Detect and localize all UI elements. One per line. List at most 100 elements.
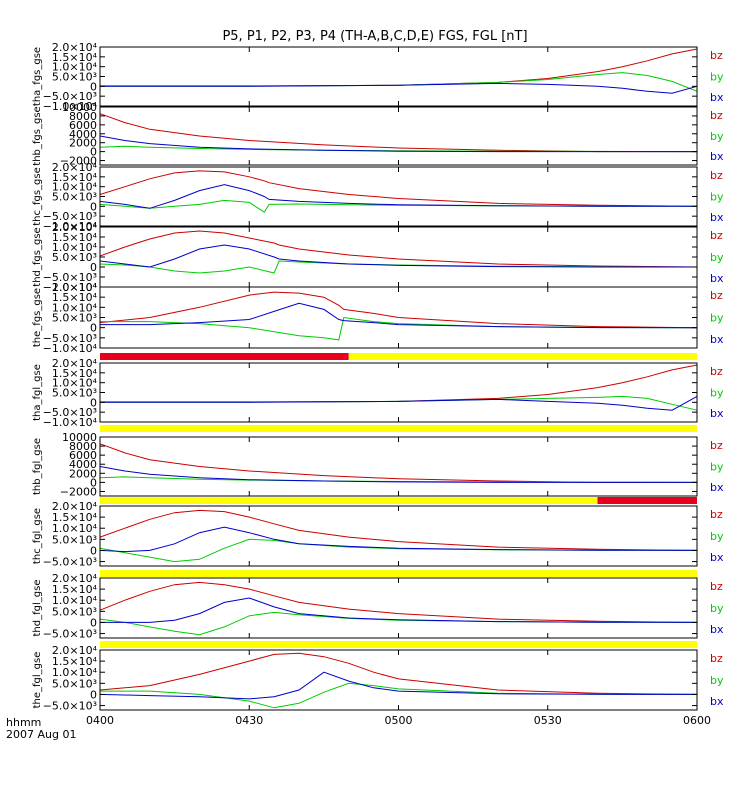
legend-label-by: by <box>710 674 724 687</box>
y-tick-label: 8000 <box>69 110 97 123</box>
series-line-bx <box>100 395 698 411</box>
legend-label-bz: bz <box>710 169 723 182</box>
series-line-bz <box>100 48 698 87</box>
series-line-bx <box>99 466 697 483</box>
legend-label-by: by <box>710 530 724 543</box>
y-tick-label: −1.0×10⁴ <box>43 220 98 233</box>
panel-1: 2.0×10⁴1.5×10⁴1.0×10⁴5.0×10³0−5.0×10³−1.… <box>32 41 724 113</box>
y-tick-label: 10000 <box>62 101 97 114</box>
y-tick-label: 4000 <box>69 458 97 471</box>
y-tick-label: 1.0×10⁴ <box>52 241 98 254</box>
legend-label-by: by <box>710 312 724 325</box>
y-tick-label: 5.0×10³ <box>52 605 97 618</box>
y-tick-label: 0 <box>90 146 97 159</box>
legend-label-bx: bx <box>710 91 724 104</box>
flag-segment <box>100 497 598 504</box>
y-tick-label: 2000 <box>69 137 97 150</box>
y-tick-label: 1.5×10⁴ <box>52 583 98 596</box>
y-tick-label: 1.5×10⁴ <box>52 231 98 244</box>
panel-frame <box>99 436 698 497</box>
x-tick-label: 0400 <box>86 714 114 727</box>
panel-frame <box>99 106 698 166</box>
legend-label-bx: bx <box>710 551 724 564</box>
series-line-bz <box>99 230 698 268</box>
y-tick-label: 1.5×10⁴ <box>52 291 98 304</box>
panel-ylabel: thc_fgl_gse <box>32 508 43 564</box>
y-tick-label: 0 <box>90 322 97 335</box>
panel-3: 2.0×10⁴1.5×10⁴1.0×10⁴5.0×10³0−5.0×10³−1.… <box>32 161 724 233</box>
y-tick-label: −2000 <box>60 155 97 168</box>
y-tick-label: 2.0×10⁴ <box>52 221 98 234</box>
x-tick-label: 0530 <box>534 714 562 727</box>
y-tick-label: 0 <box>90 200 97 213</box>
y-tick-label: 5.0×10³ <box>52 191 97 204</box>
panel-ylabel: thb_fgl_gse <box>32 438 43 495</box>
y-tick-label: 1.0×10⁴ <box>52 666 98 679</box>
y-tick-label: 1.0×10⁴ <box>52 522 98 535</box>
series-line-by <box>100 682 698 709</box>
x-tick-label: 0600 <box>683 714 711 727</box>
series-line-bz <box>100 364 698 403</box>
time-axis-label: hhmm 2007 Aug 01 <box>6 717 76 741</box>
panel-ylabel: thd_fgs_gse <box>32 227 43 286</box>
legend-label-by: by <box>710 130 724 143</box>
y-tick-label: −2000 <box>60 485 97 498</box>
panel-9: 2.0×10⁴1.5×10⁴1.0×10⁴5.0×10³0−5.0×10³thd… <box>32 572 724 641</box>
legend-label-bz: bz <box>710 229 723 242</box>
legend-label-bz: bz <box>710 289 723 302</box>
legend-label-bz: bz <box>710 439 723 452</box>
y-tick-label: 2.0×10⁴ <box>52 281 98 294</box>
panel-ylabel: thd_fgl_gse <box>32 580 43 637</box>
panel-ylabel: the_fgl_gse <box>32 652 43 709</box>
series-line-bz <box>99 581 698 623</box>
flag-bar-5 <box>100 641 697 648</box>
series-line-by <box>99 395 698 411</box>
series-line-bx <box>99 244 697 268</box>
panel-ylabel: thc_fgs_gse <box>32 167 43 226</box>
y-tick-label: 6000 <box>69 449 97 462</box>
y-tick-label: 1.5×10⁴ <box>52 51 98 64</box>
time-axis-label-date: 2007 Aug 01 <box>6 728 77 741</box>
y-tick-label: 5.0×10³ <box>52 387 97 400</box>
flag-segment <box>100 570 697 577</box>
panel-ylabel: the_fgs_gse <box>32 288 43 347</box>
series-line-bz <box>99 509 698 551</box>
legend-label-bz: bz <box>710 652 723 665</box>
legend-label-bx: bx <box>710 211 724 224</box>
y-tick-label: 5.0×10³ <box>52 71 97 84</box>
legend-label-bx: bx <box>710 623 724 636</box>
legend-label-bx: bx <box>710 407 724 420</box>
y-tick-label: −5.0×10³ <box>43 332 97 345</box>
x-tick-label: 0500 <box>385 714 413 727</box>
y-tick-label: 2.0×10⁴ <box>52 161 98 174</box>
y-tick-label: 6000 <box>69 119 97 132</box>
legend-label-by: by <box>710 387 724 400</box>
y-tick-label: −1.0×10⁴ <box>43 342 98 355</box>
flag-segment <box>100 641 697 648</box>
y-tick-label: 5.0×10³ <box>52 677 97 690</box>
series-line-bx <box>99 526 698 553</box>
series-line-bx <box>99 135 697 153</box>
series-line-bz <box>99 170 698 207</box>
y-tick-label: 1.5×10⁴ <box>52 655 98 668</box>
flag-segment <box>348 353 697 360</box>
panel-frame <box>99 226 698 288</box>
legend-label-bx: bx <box>710 333 724 346</box>
y-tick-label: 4000 <box>69 128 97 141</box>
legend-label-bx: bx <box>710 272 724 285</box>
y-tick-label: −5.0×10³ <box>43 628 97 641</box>
panel-frame <box>99 46 698 107</box>
y-tick-label: 1.5×10⁴ <box>52 171 98 184</box>
y-tick-label: −5.0×10³ <box>43 700 97 713</box>
y-tick-label: 0 <box>90 616 97 629</box>
panel-ylabel: tha_fgs_gse <box>32 47 43 106</box>
panel-4: 2.0×10⁴1.5×10⁴1.0×10⁴5.0×10³0−5.0×10³−1.… <box>32 221 724 294</box>
y-tick-label: 8000 <box>69 440 97 453</box>
y-tick-label: 5.0×10³ <box>52 533 97 546</box>
y-tick-label: −1.0×10⁴ <box>43 281 98 294</box>
panel-10: 2.0×10⁴1.5×10⁴1.0×10⁴5.0×10³0−5.0×10³the… <box>32 644 724 713</box>
y-tick-label: 0 <box>90 396 97 409</box>
panel-frame <box>99 505 698 567</box>
